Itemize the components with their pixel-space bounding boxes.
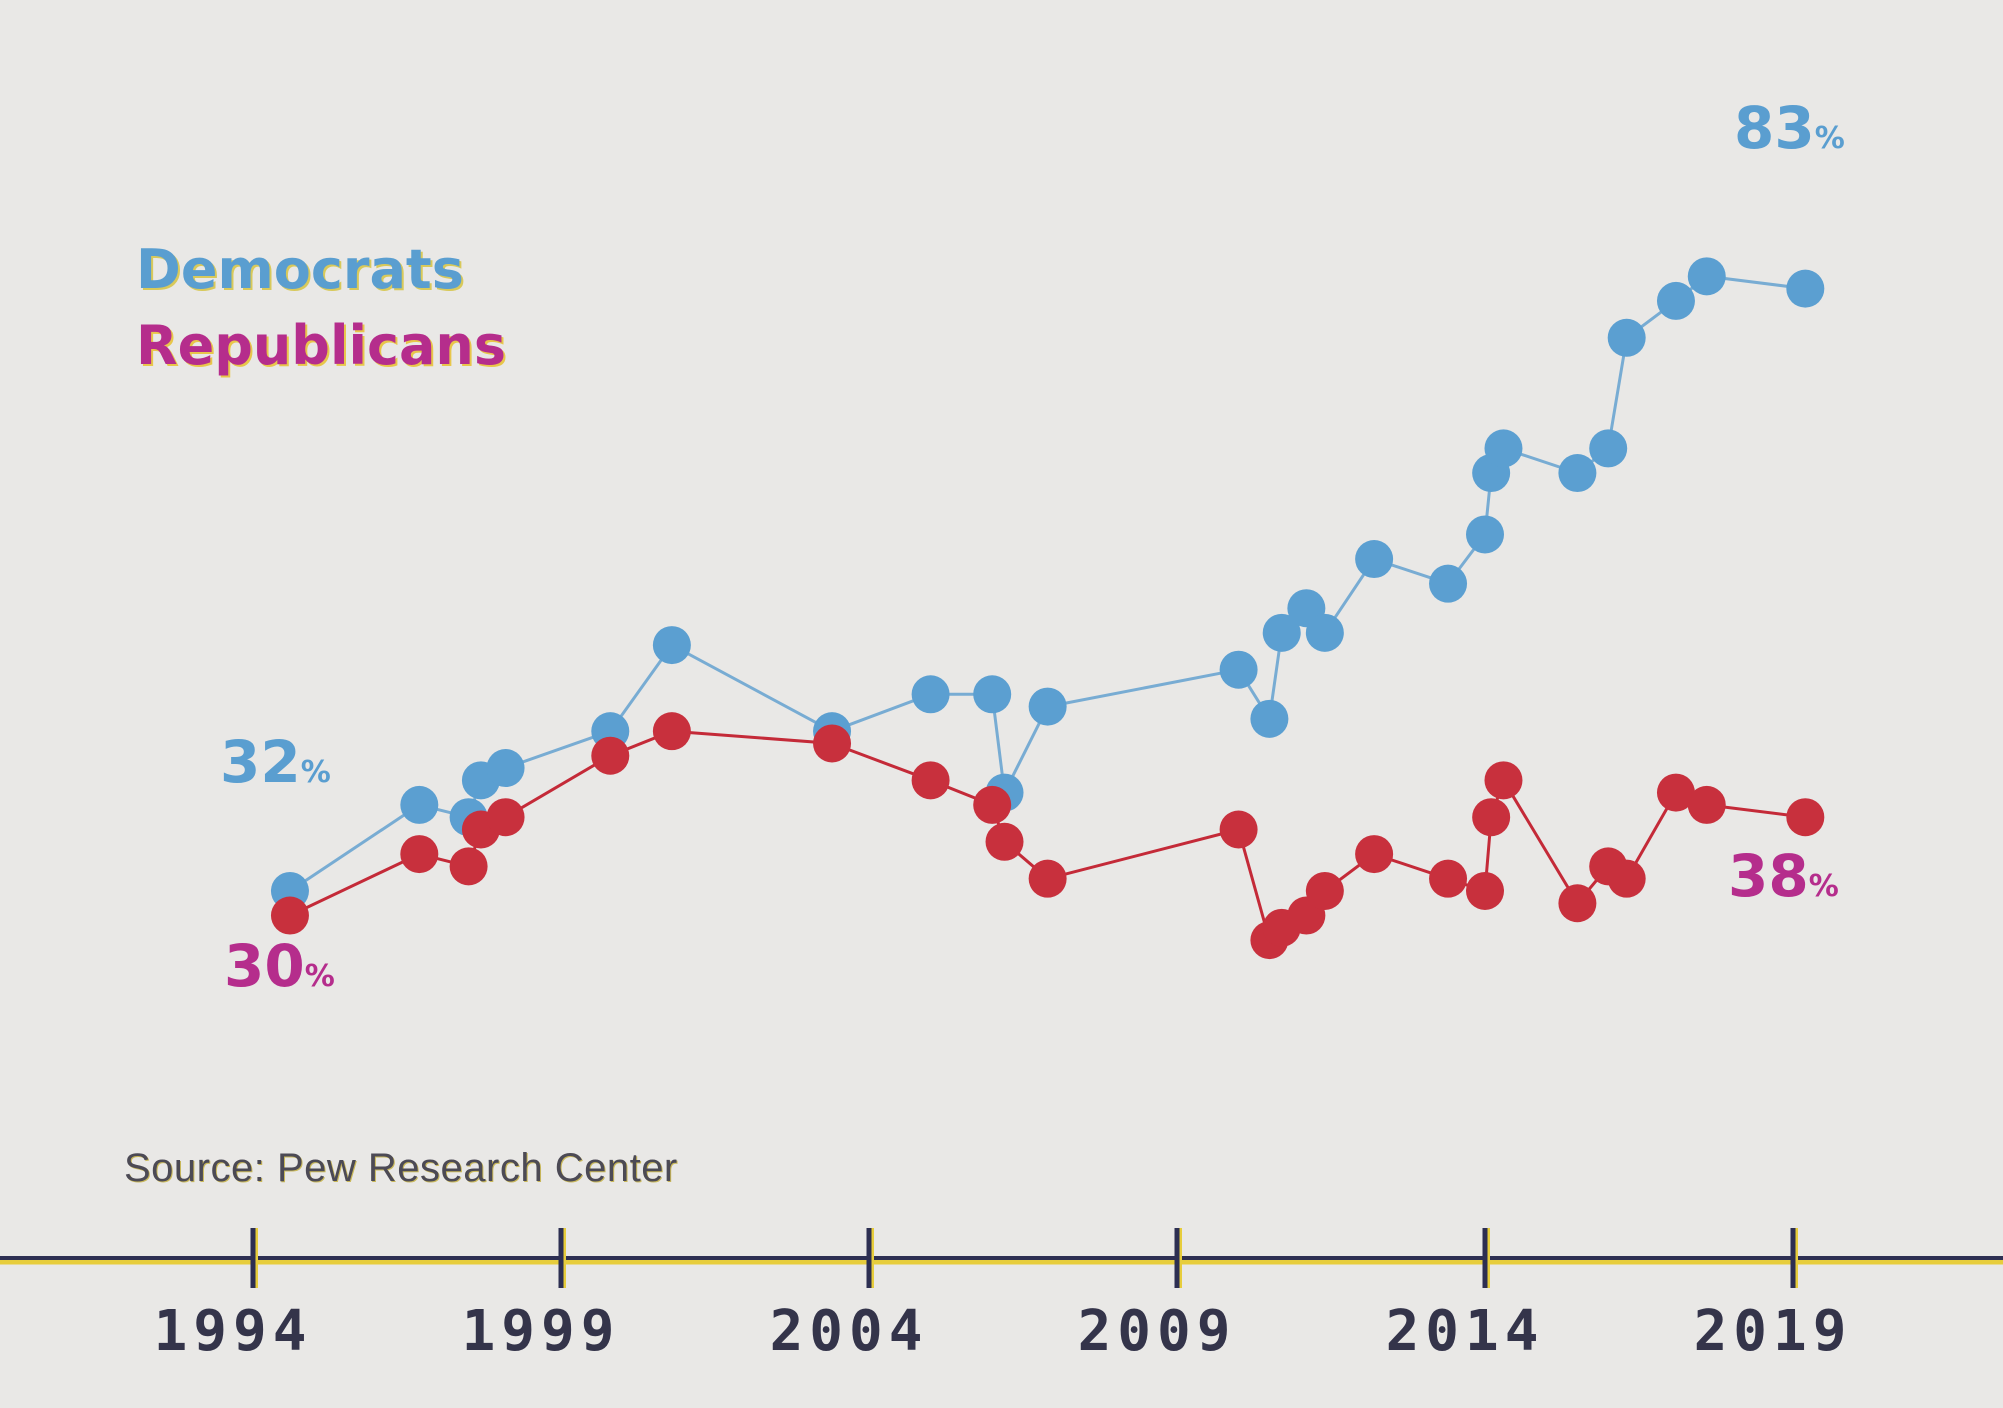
democrats-point <box>973 675 1012 714</box>
democrats-point <box>911 675 950 714</box>
rep-start-value: 30 <box>224 932 305 1000</box>
democrats-point <box>1687 257 1726 296</box>
republicans-point <box>1558 884 1597 923</box>
democrats-point <box>1028 687 1067 726</box>
democrats-point <box>1656 281 1695 320</box>
democrats-point <box>486 749 525 788</box>
x-tick-label: 2014 <box>1386 1299 1545 1364</box>
dem-start-unit: % <box>301 755 331 790</box>
x-tick-label: 1999 <box>462 1299 621 1364</box>
republicans-point <box>449 847 488 886</box>
republicans-point <box>652 712 691 751</box>
republicans-point <box>1484 761 1523 800</box>
democrats-point <box>1219 650 1258 689</box>
x-tick-labels: 1994 1999 2004 2009 2014 2019 <box>154 1299 1853 1364</box>
democrats-line <box>289 274 1806 893</box>
republicans-point <box>1028 859 1067 898</box>
republicans-point <box>591 736 630 775</box>
republicans-point <box>400 835 439 874</box>
democrats-point <box>1305 613 1344 652</box>
republicans-point <box>1305 871 1344 910</box>
series-layer <box>270 257 1825 960</box>
series-republicans <box>270 712 1825 960</box>
rep-start-unit: % <box>305 959 335 994</box>
democrats-point <box>1250 699 1289 738</box>
dem-end-unit: % <box>1815 121 1845 156</box>
republicans-point <box>1786 798 1825 837</box>
republicans-point <box>1687 785 1726 824</box>
democrats-point <box>1429 564 1468 603</box>
democrats-point <box>652 626 691 665</box>
democrats-point <box>1466 515 1504 554</box>
democrats-point <box>400 785 439 824</box>
republicans-point <box>973 785 1012 824</box>
dem-start-value: 32 <box>220 728 301 796</box>
republicans-point <box>985 822 1024 861</box>
x-tick-label: 2004 <box>770 1299 929 1364</box>
democrats-point <box>1262 613 1301 652</box>
rep-end-label: 38% <box>1728 842 1839 910</box>
legend-democrats: Democrats <box>136 238 464 301</box>
dem-end-label: 83% <box>1734 94 1845 162</box>
republicans-point <box>1429 859 1468 898</box>
x-tick-label: 1994 <box>154 1299 313 1364</box>
x-tick-label: 2009 <box>1078 1299 1237 1364</box>
republicans-point <box>270 896 309 935</box>
republicans-point <box>911 761 950 800</box>
source-note: Source: Pew Research Center <box>124 1146 678 1190</box>
democrats-point <box>1607 318 1646 357</box>
republicans-point <box>1466 871 1504 910</box>
x-tick-label: 2019 <box>1694 1299 1853 1364</box>
republicans-point <box>1219 810 1258 849</box>
democrats-point <box>1484 429 1523 468</box>
legend-republicans: Republicans <box>136 314 507 377</box>
dem-start-label: 32% <box>220 728 331 796</box>
rep-end-unit: % <box>1809 869 1839 904</box>
rep-end-value: 38 <box>1728 842 1809 910</box>
democrats-point <box>1589 429 1628 468</box>
republicans-point <box>813 724 852 763</box>
republicans-point <box>1607 859 1646 898</box>
legend: Democrats Republicans <box>136 232 506 384</box>
democrats-point <box>1558 454 1597 493</box>
republicans-point <box>486 798 525 837</box>
republicans-point <box>1472 798 1511 837</box>
rep-start-label: 30% <box>224 932 335 1000</box>
republicans-point <box>1656 773 1695 812</box>
dem-end-value: 83 <box>1734 94 1815 162</box>
end-value-labels: 32% 30% 83% 38% <box>220 94 1845 1000</box>
democrats-point <box>1786 269 1825 308</box>
republicans-point <box>1355 835 1394 874</box>
democrats-point <box>1355 540 1394 579</box>
x-axis <box>0 1228 2003 1288</box>
